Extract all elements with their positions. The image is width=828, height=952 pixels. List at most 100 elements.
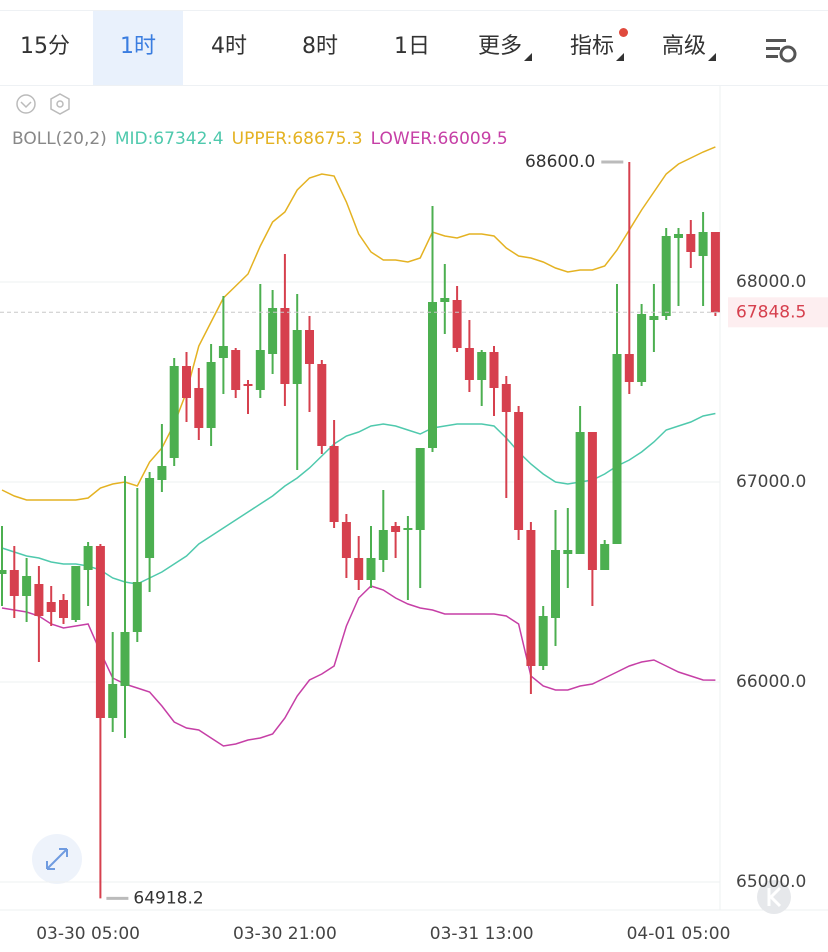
candle-body [378,530,388,560]
candle-body [157,466,167,480]
tab[interactable]: 8时 [302,34,338,59]
candle-body [452,300,462,348]
y-tick-label: 68000.0 [736,272,806,292]
candle-body [0,570,7,574]
last-price-tag [728,297,828,328]
candle-body [575,432,585,554]
watermark-logo-k [767,886,782,908]
candle-body [710,232,720,313]
candle-body [612,354,622,544]
candle-body [477,352,487,380]
candle-body [34,584,44,616]
candle-body [243,384,253,386]
candle-body [169,366,179,458]
tab[interactable]: 高级 [661,34,706,59]
tab[interactable]: 15分 [20,34,70,59]
candle-body [526,530,536,666]
candle-body [501,384,511,412]
candle-body [341,522,351,558]
candle-body [563,550,573,554]
tab[interactable]: 1时 [93,11,183,85]
candle-body [182,366,191,398]
collapse-icon[interactable] [16,94,36,114]
candle-body [145,478,155,558]
tab-bar: 15分 1时 4时 8时 1日 更多 指标 高级 [0,10,828,86]
candle-body [415,448,425,530]
candle-body [305,330,314,364]
high-marker-label: 68600.0 [525,152,595,172]
fullscreen-icon [46,848,68,870]
candle-body [317,364,327,446]
candle-body [22,576,32,596]
candle-body [428,302,437,448]
y-tick-label: 65000.0 [736,872,806,892]
candle-body [674,234,683,238]
candle-body [391,526,401,532]
candle-body [83,546,93,570]
candle-body [354,558,364,580]
indicator-label: BOLL(20,2) [12,129,107,149]
legend-entry: MID:67342.4 [115,129,224,149]
watermark-logo [757,880,791,914]
candle-body [206,362,216,428]
candle-body [649,316,659,320]
boll-line [1,585,716,747]
tab[interactable]: 4时 [211,34,247,59]
candle-body [329,446,339,522]
candle-body [71,566,81,620]
candle-body [120,632,130,686]
settings-icon[interactable] [764,35,798,65]
collapse-icon-chevron [20,101,32,109]
notification-dot [619,28,628,37]
candle-body [132,582,142,632]
candle-body [624,354,634,382]
last-price-label: 67848.5 [736,302,806,322]
candle-body [514,412,524,530]
candle-body [661,236,671,316]
legend-entry: LOWER:66009.5 [371,129,508,149]
legend-entry: UPPER:68675.3 [232,129,363,149]
candle-body [637,314,647,382]
candle-body [255,350,265,390]
candle-body [403,528,413,530]
y-tick-label: 67000.0 [736,472,806,492]
candle-body [292,330,302,384]
candle-body [366,558,376,580]
candle-body [280,308,290,384]
y-tick-label: 66000.0 [736,672,806,692]
plot [0,146,720,899]
candle-body [489,352,499,388]
x-tick-label: 04-01 05:00 [627,924,731,944]
x-tick-label: 03-31 13:00 [430,924,534,944]
candle-body [587,432,597,570]
low-marker-label: 64918.2 [133,888,203,908]
candle-body [686,234,696,252]
candle-body [600,544,610,570]
candle-body [464,348,474,380]
dropdown-caret [616,53,624,61]
candle-body [440,298,450,302]
candle-body [95,546,105,718]
candle-body [268,308,278,354]
dropdown-caret [524,53,532,61]
tab[interactable]: 更多 [477,34,522,59]
boll-line [1,146,716,501]
candle-body [538,616,548,666]
candle-body [108,684,118,718]
candle-body [698,232,708,256]
candle-body [46,602,56,612]
candle-body [59,600,68,618]
dropdown-caret [708,53,716,61]
candle-body [551,550,560,618]
candle-body [9,570,19,596]
x-tick-label: 03-30 21:00 [233,924,337,944]
x-tick-label: 03-30 05:00 [36,924,140,944]
candle-body [194,388,204,428]
tab[interactable]: 1日 [394,34,430,59]
candle-body [231,350,241,390]
indicator-settings-icon[interactable] [50,93,70,115]
candle-body [218,346,228,358]
tab[interactable]: 指标 [569,34,614,59]
